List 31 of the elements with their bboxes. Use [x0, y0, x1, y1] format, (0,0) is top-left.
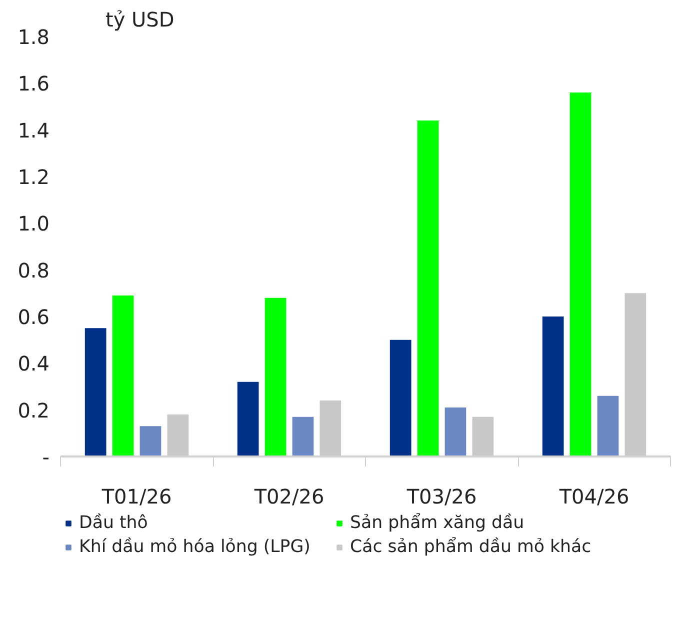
legend-label: Khí dầu mỏ hóa lỏng (LPG): [79, 537, 312, 557]
bar: [140, 426, 162, 456]
x-tick-label: T01/26: [100, 484, 172, 508]
y-tick-label: -: [42, 445, 50, 469]
legend-label: Dầu thô: [79, 513, 149, 533]
y-tick-label: 0.2: [18, 398, 50, 422]
bar: [390, 340, 412, 456]
y-tick-label: 1.6: [18, 72, 50, 96]
bar: [292, 416, 314, 456]
y-tick-label: 0.8: [18, 258, 50, 282]
y-tick-label: 1.0: [18, 212, 50, 236]
legend-label: Sản phẩm xăng dầu: [350, 513, 526, 533]
y-tick-label: 1.4: [18, 118, 50, 142]
bar: [597, 396, 619, 456]
x-tick-label: T04/26: [558, 484, 630, 508]
legend-label: Các sản phẩm dầu mỏ khác: [350, 537, 592, 557]
y-tick-label: 0.6: [18, 305, 50, 329]
y-axis-title: tỷ USD: [106, 8, 174, 32]
bar: [444, 408, 466, 456]
bar: [112, 296, 134, 456]
bar: [542, 316, 564, 456]
y-tick-label: 1.2: [18, 165, 50, 189]
bar: [417, 120, 439, 456]
y-tick-label: 1.8: [18, 25, 50, 49]
x-tick-label: T02/26: [253, 484, 324, 508]
y-tick-label: 0.4: [18, 352, 50, 376]
bar: [264, 298, 286, 456]
bar: [237, 382, 259, 456]
x-tick-label: T03/26: [406, 484, 477, 508]
bar: [84, 328, 106, 456]
bar: [570, 92, 592, 456]
